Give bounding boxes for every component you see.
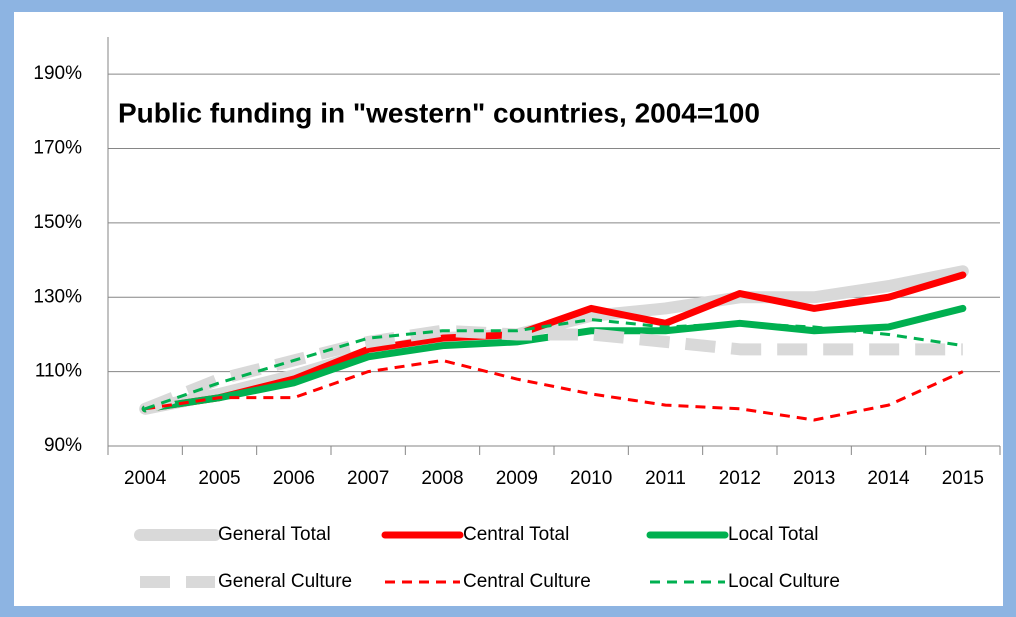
x-tick-label: 2014: [867, 468, 910, 489]
x-tick-label: 2005: [198, 468, 240, 489]
x-tick-label: 2015: [942, 468, 984, 489]
x-tick-label: 2010: [570, 468, 612, 489]
y-tick-label: 190%: [33, 63, 82, 84]
y-tick-label: 170%: [33, 138, 82, 159]
legend-label: Local Total: [728, 524, 819, 545]
x-tick-label: 2007: [347, 468, 389, 489]
y-tick-label: 110%: [35, 361, 82, 382]
chart-title: Public funding in "western" countries, 2…: [118, 97, 760, 128]
series-line: [144, 358, 964, 422]
legend-label: Local Culture: [728, 571, 840, 592]
y-tick-label: 90%: [44, 435, 82, 456]
legend-label: Central Culture: [463, 571, 591, 592]
y-tick-label: 150%: [33, 212, 82, 233]
x-tick-label: 2011: [645, 468, 686, 489]
x-tick-label: 2006: [273, 468, 315, 489]
series-line: [139, 265, 969, 415]
x-tick-label: 2008: [421, 468, 463, 489]
x-tick-label: 2009: [496, 468, 538, 489]
chart-background: [14, 12, 1003, 606]
legend-label: General Culture: [218, 571, 352, 592]
legend-label: Central Total: [463, 524, 569, 545]
series-line: [144, 318, 964, 411]
x-tick-label: 2013: [793, 468, 835, 489]
x-tick-label: 2012: [719, 468, 761, 489]
x-tick-label: 2004: [124, 468, 167, 489]
y-tick-label: 130%: [33, 286, 82, 307]
legend-label: General Total: [218, 524, 331, 545]
